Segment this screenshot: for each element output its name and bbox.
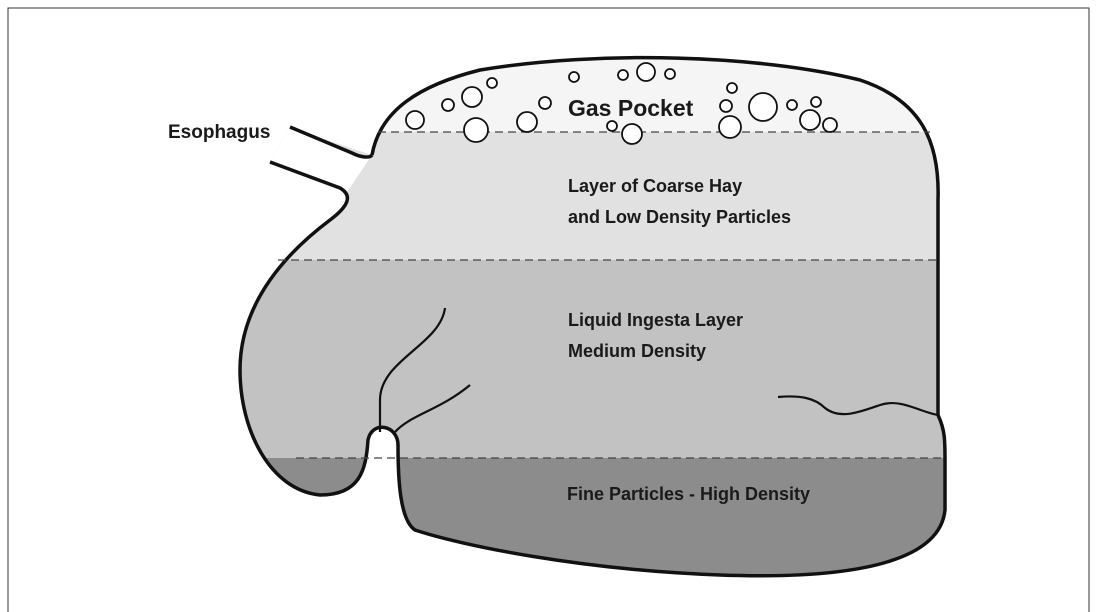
layer-label: and Low Density Particles: [568, 207, 791, 227]
layer-label: Liquid Ingesta Layer: [568, 310, 743, 330]
gas-pocket-label: Gas Pocket: [568, 95, 694, 121]
rumen-diagram: Esophagus Gas Pocket Layer of Coarse Hay…: [0, 0, 1097, 612]
esophagus-label: Esophagus: [168, 122, 270, 143]
layer-label: Layer of Coarse Hay: [568, 176, 742, 196]
layer-label: Medium Density: [568, 341, 706, 361]
layer-label: Fine Particles - High Density: [567, 484, 810, 504]
